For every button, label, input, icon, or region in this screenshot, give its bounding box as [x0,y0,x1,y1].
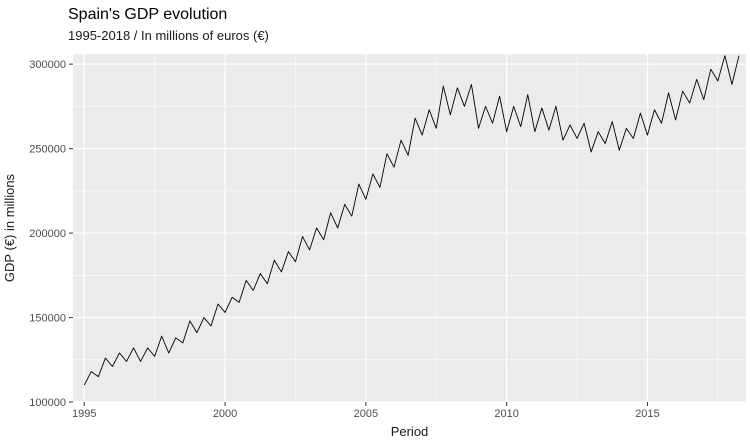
x-tick-label: 2010 [494,408,518,420]
x-tick-label: 2005 [354,408,378,420]
x-tick-label: 2000 [213,408,237,420]
y-tick-label: 250000 [29,144,66,156]
y-tick-label: 100000 [29,397,66,409]
y-tick-label: 150000 [29,313,66,325]
y-axis-title: GDP (€) in millions [2,173,17,282]
x-axis-title: Period [391,424,429,439]
plot-panel [73,54,746,402]
y-axis: 100000 150000 200000 250000 300000 [29,59,73,409]
chart-title: Spain's GDP evolution [68,6,227,23]
x-tick-label: 1995 [72,408,96,420]
y-tick-label: 200000 [29,228,66,240]
x-tick-label: 2015 [635,408,659,420]
minor-gridlines [73,54,746,402]
x-axis: 1995 2000 2005 2010 2015 [72,402,660,420]
chart-subtitle: 1995-2018 / In millions of euros (€) [68,28,269,43]
series-layer [83,55,740,386]
major-gridlines [73,54,746,403]
y-tick-label: 300000 [29,59,66,71]
gdp-series-line [83,55,740,386]
